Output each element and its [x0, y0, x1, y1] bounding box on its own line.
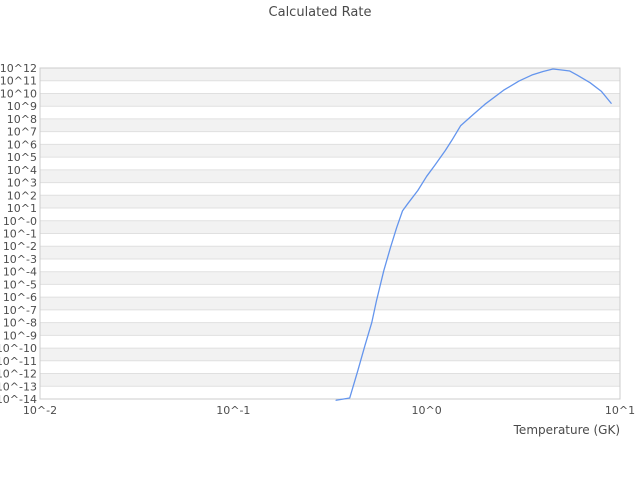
x-axis-tick-labels: 10^-2 10^-1 10^0 10^1	[23, 404, 635, 417]
plot-band	[40, 144, 620, 158]
y-tick-label: 10^11	[0, 75, 37, 88]
plot-bands	[40, 68, 620, 387]
y-tick-label: 10^-11	[0, 355, 37, 368]
y-tick-label: 10^-6	[3, 291, 37, 304]
y-tick-label: 10^2	[7, 189, 37, 202]
y-tick-label: 10^-13	[0, 380, 37, 393]
y-tick-label: 10^6	[7, 138, 37, 151]
chart-title: Calculated Rate	[269, 5, 372, 20]
y-tick-label: 10^-2	[3, 240, 37, 253]
y-tick-label: 10^1	[7, 202, 37, 215]
y-tick-label: 10^-9	[3, 329, 37, 342]
plot-band	[40, 322, 620, 336]
y-tick-label: 10^-0	[3, 215, 37, 228]
y-tick-label: 10^4	[7, 164, 37, 177]
plot-band	[40, 271, 620, 285]
plot-band	[40, 68, 620, 81]
y-tick-label: 10^-5	[3, 278, 37, 291]
y-tick-label: 10^9	[7, 100, 37, 113]
y-tick-label: 10^7	[7, 126, 37, 139]
y-tick-label: 10^10	[0, 87, 37, 100]
y-tick-label: 10^-3	[3, 253, 37, 266]
y-tick-label: 10^-7	[3, 304, 37, 317]
y-tick-label: 10^8	[7, 113, 37, 126]
x-axis-label: Temperature (GK)	[513, 423, 620, 437]
plot-band	[40, 93, 620, 107]
y-tick-label: 10^-4	[3, 266, 37, 279]
y-tick-label: 10^-1	[3, 228, 37, 241]
y-tick-label: 10^12	[0, 62, 37, 75]
gridlines	[40, 67, 620, 400]
x-tick-label: 10^1	[605, 404, 635, 417]
plot-band	[40, 169, 620, 183]
x-tick-label: 10^0	[412, 404, 442, 417]
y-tick-label: 10^-14	[0, 393, 37, 406]
y-tick-label: 10^-10	[0, 342, 37, 355]
plot-band	[40, 246, 620, 259]
plot-band	[40, 195, 620, 209]
plot-band	[40, 297, 620, 310]
plot-band	[40, 118, 620, 132]
plot-band	[40, 348, 620, 361]
plot-band	[40, 373, 620, 387]
y-tick-label: 10^5	[7, 151, 37, 164]
x-tick-label: 10^-2	[23, 404, 57, 417]
y-tick-label: 10^3	[7, 177, 37, 190]
y-tick-label: 10^-8	[3, 317, 37, 330]
x-tick-label: 10^-1	[216, 404, 250, 417]
plot-band	[40, 220, 620, 234]
rate-curve	[335, 68, 612, 401]
y-axis-tick-labels: 10^1210^1110^1010^910^810^710^610^510^41…	[0, 62, 37, 406]
y-tick-label: 10^-12	[0, 368, 37, 381]
plot-border	[39, 67, 621, 400]
